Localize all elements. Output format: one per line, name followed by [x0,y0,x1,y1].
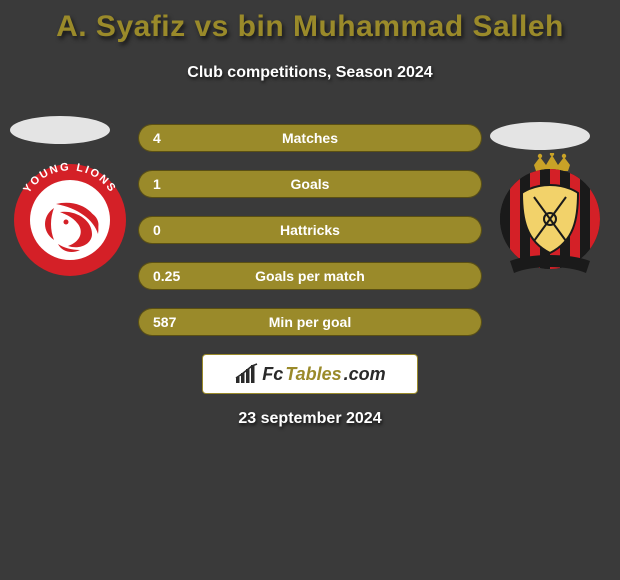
fctables-logo[interactable]: FcTables.com [202,354,418,394]
stat-label: Goals [139,176,481,192]
stat-row: 1Goals [138,170,482,198]
comparison-card: A. Syafiz vs bin Muhammad Salleh Club co… [0,0,620,580]
logo-text-fc: Fc [262,364,283,385]
stat-row: 4Matches [138,124,482,152]
logo-text-dotcom: .com [344,364,386,385]
stat-label: Goals per match [139,268,481,284]
stat-label: Matches [139,130,481,146]
date: 23 september 2024 [0,410,620,428]
stat-label: Min per goal [139,314,481,330]
club-badge-left: YOUNG LIONS [10,160,130,280]
player-right-silhouette [480,116,600,156]
stat-row: 0Hattricks [138,216,482,244]
page-title: A. Syafiz vs bin Muhammad Salleh [0,10,620,44]
logo-text-tables: Tables [285,364,341,385]
stat-label: Hattricks [139,222,481,238]
stat-row: 587Min per goal [138,308,482,336]
player-left-silhouette [0,110,120,150]
subtitle: Club competitions, Season 2024 [0,64,620,82]
stat-row: 0.25Goals per match [138,262,482,290]
club-badge-right [490,153,610,283]
bar-chart-icon [234,363,260,385]
